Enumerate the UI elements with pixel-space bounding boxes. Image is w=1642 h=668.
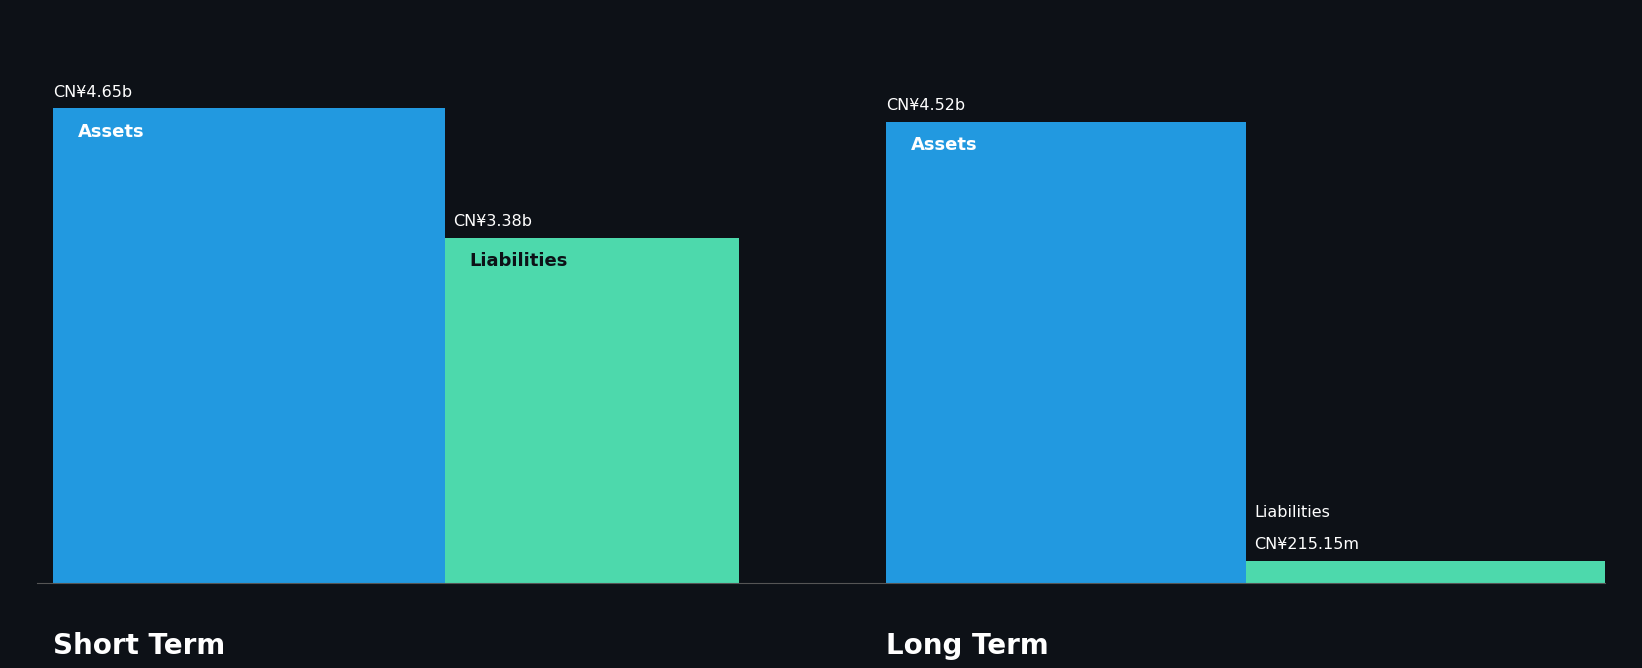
Text: Liabilities: Liabilities bbox=[1254, 505, 1330, 520]
Text: CN¥4.52b: CN¥4.52b bbox=[887, 98, 965, 113]
Text: CN¥215.15m: CN¥215.15m bbox=[1254, 537, 1360, 552]
Text: Assets: Assets bbox=[911, 136, 977, 154]
FancyBboxPatch shape bbox=[53, 108, 445, 582]
Text: CN¥4.65b: CN¥4.65b bbox=[53, 85, 133, 100]
FancyBboxPatch shape bbox=[1246, 560, 1606, 582]
Text: Liabilities: Liabilities bbox=[470, 253, 568, 271]
Text: Assets: Assets bbox=[77, 123, 144, 141]
FancyBboxPatch shape bbox=[887, 122, 1246, 582]
Text: Long Term: Long Term bbox=[887, 632, 1049, 660]
Text: CN¥3.38b: CN¥3.38b bbox=[453, 214, 532, 229]
Text: Short Term: Short Term bbox=[53, 632, 225, 660]
FancyBboxPatch shape bbox=[445, 238, 739, 582]
